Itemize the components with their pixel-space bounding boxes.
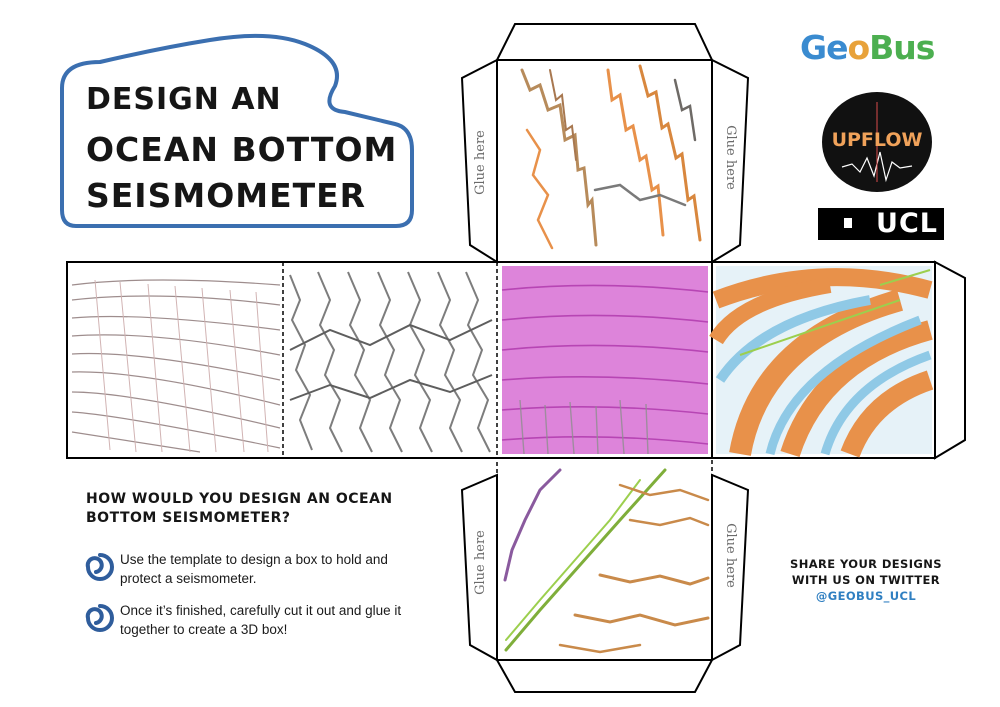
swirl-icon (85, 604, 114, 632)
geobus-logo: GeoBus (800, 28, 935, 67)
pink-face-drawing (501, 266, 709, 455)
ucl-logo-text: UCL (876, 208, 938, 239)
swirl-icon-spacer (86, 552, 112, 578)
wave-banner (60, 33, 414, 228)
swirl-icon (85, 553, 114, 581)
bottom-panel (460, 457, 750, 693)
instruction-step-2: Once it’s finished, carefully cut it out… (86, 601, 426, 639)
right-face-drawing (709, 266, 934, 458)
bottom-face-drawing (503, 468, 710, 654)
share-text: SHARE YOUR DESIGNS WITH US ON TWITTER (790, 557, 942, 587)
upflow-logo: UPFLOW (822, 92, 932, 192)
glue-label-top-right: Glue here (722, 125, 738, 190)
share-block: SHARE YOUR DESIGNS WITH US ON TWITTER @G… (776, 556, 956, 604)
glue-label-bottom-left: Glue here (472, 530, 488, 595)
title-line-2: OCEAN BOTTOM (86, 130, 398, 169)
instruction-step-1: Use the template to design a box to hold… (86, 550, 426, 588)
title-line-3: SEISMOMETER (86, 176, 367, 215)
glue-label-top-left: Glue here (472, 130, 488, 195)
title-line-1: DESIGN AN (86, 82, 282, 117)
geobus-logo-geo: Ge (800, 28, 848, 67)
upflow-logo-text: UPFLOW (831, 129, 923, 151)
grey-face-drawing (289, 271, 493, 453)
glue-label-bottom-right: Glue here (722, 523, 738, 588)
globe-icon: o (847, 28, 870, 67)
twitter-handle[interactable]: @GEOBUS_UCL (815, 589, 917, 603)
top-panel (460, 23, 750, 264)
swirl-icon-spacer (86, 603, 112, 629)
left-face-drawing (71, 279, 281, 453)
seismic-wave-icon (841, 102, 913, 183)
middle-strip (66, 260, 966, 460)
instruction-step-1-text: Use the template to design a box to hold… (120, 552, 388, 586)
ucl-portico-icon (844, 218, 852, 228)
instruction-step-2-text: Once it’s finished, carefully cut it out… (120, 603, 402, 637)
ucl-logo: UCL (818, 208, 944, 240)
geobus-logo-bus: Bus (869, 28, 935, 67)
question-heading: HOW WOULD YOU DESIGN AN OCEAN BOTTOM SEI… (86, 491, 393, 526)
top-face-drawing (520, 64, 702, 250)
